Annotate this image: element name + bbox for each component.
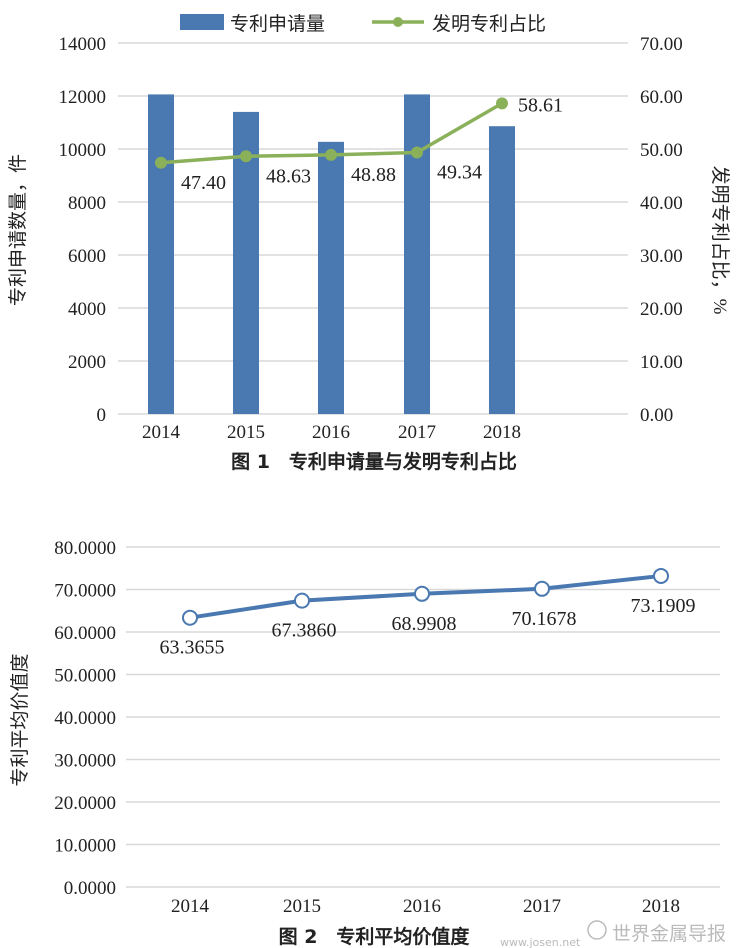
bar bbox=[318, 141, 344, 414]
x-tick-label: 2017 bbox=[523, 896, 561, 917]
y-tick-label: 70.0000 bbox=[54, 581, 116, 602]
x-tick-label: 2017 bbox=[398, 422, 436, 443]
watermark-url: www.josen.net bbox=[500, 936, 581, 948]
data-label: 63.3655 bbox=[160, 637, 225, 659]
x-tick-label: 2015 bbox=[227, 422, 265, 443]
bar bbox=[489, 126, 515, 415]
x-tick-label: 2014 bbox=[142, 422, 181, 443]
y-tick-label: 10.0000 bbox=[54, 836, 116, 857]
y-tick-label: 30.0000 bbox=[54, 751, 116, 772]
y2-tick-label: 10.00 bbox=[640, 352, 683, 373]
y2-tick-label: 50.00 bbox=[640, 140, 683, 161]
y-tick-label: 40.0000 bbox=[54, 708, 116, 729]
legend-label: 发明专利占比 bbox=[432, 13, 546, 35]
data-label: 58.61 bbox=[518, 94, 563, 116]
bar bbox=[404, 94, 430, 414]
line-point bbox=[653, 567, 669, 584]
y2-tick-label: 20.00 bbox=[640, 299, 683, 320]
bar bbox=[148, 94, 174, 414]
x-tick-label: 2014 bbox=[171, 896, 210, 917]
x-tick-label: 2018 bbox=[483, 422, 521, 443]
y2-tick-label: 70.00 bbox=[640, 34, 683, 55]
y2-tick-label: 60.00 bbox=[640, 87, 683, 108]
y2-tick-label: 40.00 bbox=[640, 193, 683, 214]
legend-swatch-bar bbox=[180, 14, 224, 30]
data-label: 73.1909 bbox=[631, 595, 696, 617]
y-tick-label: 60.0000 bbox=[54, 623, 116, 644]
figure-caption: 图 1 专利申请量与发明专利占比 bbox=[231, 450, 517, 473]
legend-label: 专利申请量 bbox=[230, 13, 325, 35]
legend-marker bbox=[393, 17, 403, 27]
y-tick-label: 0 bbox=[97, 405, 107, 426]
y-tick-label: 20.0000 bbox=[54, 793, 116, 814]
y-tick-label: 6000 bbox=[68, 246, 106, 267]
y2-tick-label: 0.00 bbox=[640, 405, 673, 426]
wechat-icon bbox=[587, 920, 607, 940]
line-point bbox=[240, 150, 252, 163]
line-point bbox=[411, 146, 423, 159]
data-label: 48.63 bbox=[266, 165, 311, 187]
y-tick-label: 12000 bbox=[59, 87, 107, 108]
line-point bbox=[534, 580, 550, 597]
data-label: 49.34 bbox=[437, 161, 482, 183]
x-tick-label: 2016 bbox=[312, 422, 350, 443]
figure-caption: 图 2 专利平均价值度 bbox=[279, 925, 471, 948]
y2-axis-label: 发明专利占比，% bbox=[709, 166, 731, 315]
data-label: 68.9908 bbox=[392, 613, 457, 635]
y-tick-label: 14000 bbox=[59, 34, 107, 55]
x-tick-label: 2018 bbox=[642, 896, 680, 917]
data-label: 47.40 bbox=[181, 172, 226, 194]
y-tick-label: 4000 bbox=[68, 299, 106, 320]
watermark-name: 世界金属导报 bbox=[612, 923, 726, 945]
y-tick-label: 80.0000 bbox=[54, 538, 116, 559]
y-axis-label: 专利申请数量，件 bbox=[7, 154, 29, 306]
line-point bbox=[294, 592, 310, 609]
x-tick-label: 2015 bbox=[283, 896, 321, 917]
line-point bbox=[182, 609, 198, 626]
line-point bbox=[496, 97, 508, 110]
line-point bbox=[414, 585, 430, 602]
y-tick-label: 10000 bbox=[59, 140, 107, 161]
line-point bbox=[325, 148, 337, 161]
y-tick-label: 8000 bbox=[68, 193, 106, 214]
line-point bbox=[155, 156, 167, 169]
y-tick-label: 2000 bbox=[68, 352, 106, 373]
x-tick-label: 2016 bbox=[403, 896, 441, 917]
data-label: 67.3860 bbox=[272, 620, 337, 642]
data-label: 70.1678 bbox=[512, 608, 577, 630]
y2-tick-label: 30.00 bbox=[640, 246, 683, 267]
data-label: 48.88 bbox=[351, 164, 396, 186]
y-tick-label: 50.0000 bbox=[54, 666, 116, 687]
y-axis-label: 专利平均价值度 bbox=[9, 653, 31, 786]
y-tick-label: 0.0000 bbox=[64, 878, 116, 899]
